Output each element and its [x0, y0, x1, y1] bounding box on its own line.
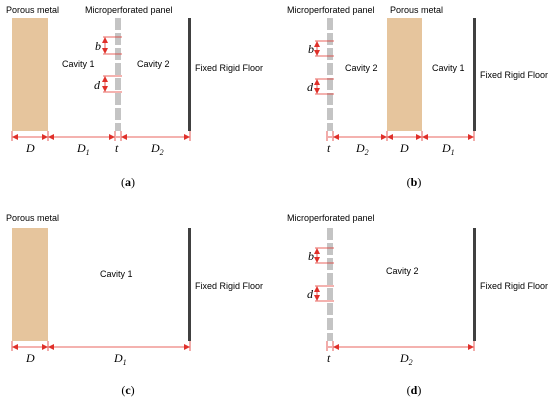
- cavity-1-label: Cavity 1: [432, 63, 465, 73]
- D2-symbol: D2: [150, 141, 164, 157]
- b-symbol: b: [95, 39, 101, 53]
- fixed-rigid-floor: [473, 18, 476, 131]
- microperforated-panel-label: Microperforated panel: [85, 5, 173, 15]
- D1-symbol: D1: [113, 351, 127, 367]
- porous-metal-block: [12, 18, 48, 131]
- b-symbol: b: [308, 249, 314, 263]
- cavity-1-label: Cavity 1: [100, 269, 133, 279]
- fixed-rigid-floor-label: Fixed Rigid Floor: [480, 70, 548, 80]
- cavity-2-label: Cavity 2: [345, 63, 378, 73]
- fixed-rigid-floor-label: Fixed Rigid Floor: [480, 281, 548, 291]
- caption-b: (b): [407, 175, 422, 189]
- porous-metal-label: Porous metal: [390, 5, 443, 15]
- caption-a: (a): [121, 175, 135, 189]
- t-symbol: t: [327, 141, 331, 155]
- fixed-rigid-floor-label: Fixed Rigid Floor: [195, 281, 263, 291]
- fixed-rigid-floor: [188, 228, 191, 341]
- porous-metal-block: [12, 228, 48, 341]
- panel-b: Microperforated panel Porous metal Cavit…: [287, 5, 548, 189]
- D-symbol: D: [25, 141, 35, 155]
- D1-symbol: D1: [441, 141, 455, 157]
- caption-c: (c): [121, 383, 134, 397]
- t-symbol: t: [327, 351, 331, 365]
- panel-a: Porous metal Microperforated panel Cavit…: [6, 5, 263, 189]
- panel-c: Porous metal Cavity 1 Fixed Rigid Floor …: [6, 213, 263, 397]
- D-symbol: D: [399, 141, 409, 155]
- porous-metal-label: Porous metal: [6, 213, 59, 223]
- cavity-2-label: Cavity 2: [137, 59, 170, 69]
- fixed-rigid-floor: [473, 228, 476, 341]
- d-symbol: d: [94, 78, 101, 92]
- caption-d: (d): [407, 383, 422, 397]
- D-symbol: D: [25, 351, 35, 365]
- porous-metal-label: Porous metal: [6, 5, 59, 15]
- cavity-1-label: Cavity 1: [62, 59, 95, 69]
- cavity-2-label: Cavity 2: [386, 266, 419, 276]
- d-symbol: d: [307, 80, 314, 94]
- b-symbol: b: [308, 42, 314, 56]
- D1-symbol: D1: [76, 141, 90, 157]
- fixed-rigid-floor: [188, 18, 191, 131]
- panel-d: Microperforated panel Cavity 2 Fixed Rig…: [287, 213, 548, 397]
- microperforated-panel-label: Microperforated panel: [287, 5, 375, 15]
- D2-symbol: D2: [399, 351, 413, 367]
- t-symbol: t: [115, 141, 119, 155]
- microperforated-panel-label: Microperforated panel: [287, 213, 375, 223]
- porous-metal-block: [387, 18, 422, 131]
- fixed-rigid-floor-label: Fixed Rigid Floor: [195, 63, 263, 73]
- D2-symbol: D2: [355, 141, 369, 157]
- d-symbol: d: [307, 287, 314, 301]
